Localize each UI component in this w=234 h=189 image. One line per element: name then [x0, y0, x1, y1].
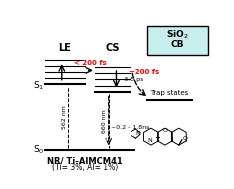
Text: Trap states: Trap states — [150, 90, 189, 96]
Bar — [147, 26, 208, 55]
Text: CS: CS — [105, 43, 120, 53]
Text: ~3.5 ps: ~3.5 ps — [119, 77, 143, 82]
Text: (Ti= 3%, Al= 1%): (Ti= 3%, Al= 1%) — [52, 163, 118, 172]
Text: CB: CB — [171, 40, 184, 49]
Text: 660 nm: 660 nm — [102, 109, 107, 133]
Text: O: O — [162, 128, 167, 133]
Text: N: N — [147, 138, 152, 143]
Text: < 200 fs: < 200 fs — [74, 60, 106, 66]
Text: S$_1$: S$_1$ — [33, 80, 44, 92]
Text: 562 nm: 562 nm — [62, 105, 67, 129]
Text: SiO$_2$: SiO$_2$ — [166, 29, 189, 41]
Text: O: O — [183, 136, 188, 141]
Text: S$_0$: S$_0$ — [33, 143, 44, 156]
Text: N: N — [135, 131, 140, 136]
Text: NR/ Ti-AlMCM41: NR/ Ti-AlMCM41 — [47, 157, 123, 166]
Text: ~0.2 - 1.8ns: ~0.2 - 1.8ns — [111, 125, 149, 129]
Text: ~200 fs: ~200 fs — [129, 69, 159, 75]
Text: LE: LE — [58, 43, 71, 53]
